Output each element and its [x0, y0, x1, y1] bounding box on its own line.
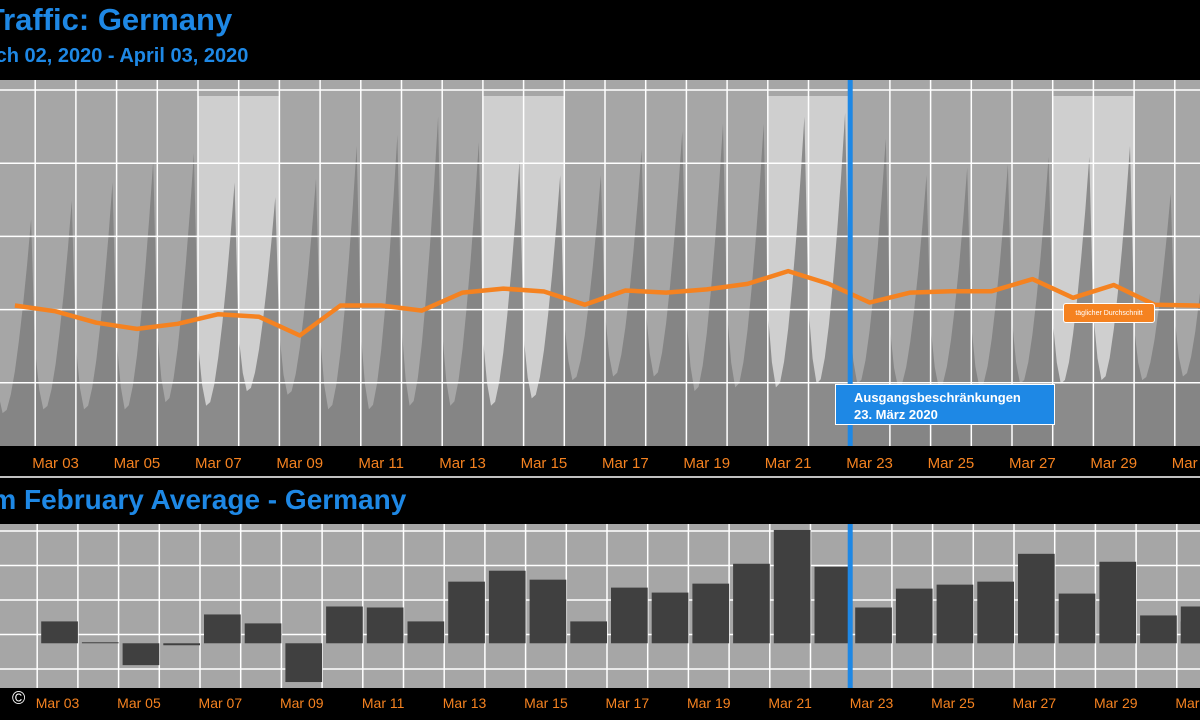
top-x-tick-label: Mar 11: [358, 455, 404, 472]
bottom-x-tick-label: Mar 11: [362, 695, 405, 711]
bottom-x-tick-label: Mar 07: [199, 695, 243, 711]
deviation-bar: [692, 583, 730, 644]
deviation-bar: [895, 588, 933, 644]
deviation-bar: [366, 607, 404, 644]
deviation-bar: [122, 643, 160, 666]
top-x-tick-label: Mar 05: [114, 455, 161, 472]
deviation-bar: [1140, 615, 1177, 644]
top-x-tick-label: Mar 31: [1172, 455, 1200, 472]
top-x-tick-label: Mar 13: [439, 455, 486, 472]
deviation-bar: [407, 621, 445, 644]
top-x-tick-label: Mar 27: [1009, 455, 1056, 472]
bottom-chart-title: from February Average - Germany: [0, 484, 407, 515]
deviation-bar: [326, 606, 363, 644]
bottom-x-tick-label: Mar 31: [1175, 695, 1200, 711]
deviation-bar: [611, 587, 648, 644]
deviation-bar: [81, 642, 119, 644]
bottom-x-tick-label: Mar 17: [606, 695, 650, 711]
top-x-tick-label: Mar 21: [765, 455, 812, 472]
deviation-bar: [570, 621, 607, 644]
lockdown-annotation: Ausgangsbeschränkungen 23. März 2020: [835, 384, 1055, 425]
bottom-x-tick-label: Mar 27: [1013, 695, 1057, 711]
bottom-x-tick-label: Mar 23: [850, 695, 894, 711]
daily-average-line: [14, 268, 1200, 338]
traffic-area: [0, 112, 1200, 446]
deviation-bar: [773, 529, 811, 644]
deviation-bar: [488, 570, 526, 644]
annotation-line2: 23. März 2020: [854, 407, 938, 422]
deviation-bar: [1018, 553, 1055, 644]
daily-average-legend: täglicher Durchschnitt: [1063, 303, 1155, 323]
deviation-bar: [1099, 561, 1137, 644]
deviation-bar: [936, 584, 974, 644]
top-chart-subtitle: March 02, 2020 - April 03, 2020: [0, 45, 249, 67]
top-x-tick-label: Mar 09: [276, 455, 323, 472]
deviation-bar: [1058, 593, 1096, 644]
top-x-tick-label: Mar 23: [846, 455, 893, 472]
top-x-tick-label: Mar 03: [32, 455, 79, 472]
deviation-bar: [855, 607, 892, 644]
bottom-x-tick-label: Mar 03: [36, 695, 80, 711]
top-x-tick-label: Mar 29: [1090, 455, 1137, 472]
bottom-x-tick-label: Mar 15: [524, 695, 568, 711]
deviation-bar: [285, 643, 323, 683]
top-x-tick-label: Mar 07: [195, 455, 242, 472]
deviation-bar: [244, 623, 282, 644]
top-x-tick-label: Mar 25: [928, 455, 975, 472]
deviation-bar: [733, 563, 770, 644]
top-x-tick-label: Mar 19: [683, 455, 730, 472]
bottom-x-tick-label: Mar 21: [768, 695, 812, 711]
bottom-x-tick-label: Mar 29: [1094, 695, 1138, 711]
deviation-bar: [204, 614, 241, 644]
deviation-bar: [1180, 621, 1200, 644]
deviation-bar: [163, 643, 200, 646]
bottom-x-tick-label: Mar 05: [117, 695, 161, 711]
bottom-x-tick-label: Mar 25: [931, 695, 975, 711]
bottom-x-tick-label: Mar 19: [687, 695, 731, 711]
deviation-bar: [529, 579, 567, 644]
bottom-x-tick-label: Mar 13: [443, 695, 487, 711]
bottom-x-tick-label: Mar 09: [280, 695, 324, 711]
annotation-line1: Ausgangsbeschränkungen: [854, 390, 1021, 405]
top-chart-title: y Traffic: Germany: [0, 2, 233, 37]
deviation-bar: [814, 566, 852, 644]
copyright-symbol: ©: [12, 688, 26, 708]
deviation-bar: [977, 581, 1014, 644]
deviation-bar: [41, 621, 78, 644]
top-x-tick-label: Mar 17: [602, 455, 649, 472]
deviation-bar: [448, 581, 485, 644]
top-x-tick-label: Mar 15: [521, 455, 568, 472]
deviation-bar: [651, 592, 689, 644]
